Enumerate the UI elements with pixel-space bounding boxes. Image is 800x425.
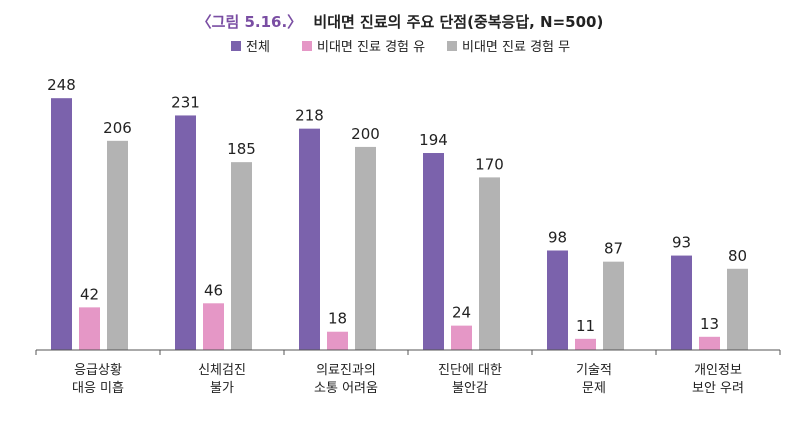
legend-label: 전체 [246, 40, 270, 55]
data-label: 194 [419, 131, 448, 149]
legend-label: 비대면 진료 경험 무 [462, 40, 570, 55]
legend-swatch [302, 41, 312, 51]
value-labels: 248 42 206 231 46 185 218 18 200 194 24 170 98 11 87 93… [47, 76, 747, 335]
category-label: 의료진과의 소통 어려움 [314, 363, 378, 396]
data-label: 42 [80, 285, 99, 303]
data-label: 24 [452, 304, 471, 322]
category-label: 개인정보 보안 우려 [692, 363, 744, 396]
category-label: 진단에 대한 불안감 [438, 363, 502, 396]
data-label: 11 [576, 317, 595, 335]
chart-title-main: 비대면 진료의 주요 단점(중복응답, N=500) [313, 13, 603, 31]
data-label: 218 [295, 107, 324, 125]
data-label: 170 [475, 155, 504, 173]
bar [231, 162, 252, 350]
bar [79, 307, 100, 350]
data-label: 98 [548, 228, 567, 246]
data-label: 87 [604, 240, 623, 258]
data-label: 18 [328, 310, 347, 328]
bar [603, 261, 624, 350]
bar [699, 336, 720, 350]
bar [575, 338, 596, 350]
bar [671, 255, 692, 350]
bar [327, 331, 348, 350]
legend-item: 비대면 진료 경험 무 [447, 40, 570, 55]
bar [423, 153, 444, 350]
bar [727, 268, 748, 350]
bar [451, 325, 472, 350]
data-label: 13 [700, 315, 719, 333]
legend-label: 비대면 진료 경험 유 [317, 40, 425, 55]
bar [203, 303, 224, 350]
chart-title: 〈그림 5.16.〉 비대면 진료의 주요 단점(중복응답, N=500) [197, 13, 604, 31]
bar [479, 177, 500, 350]
category-label: 신체검진 불가 [198, 363, 246, 396]
bar [299, 128, 320, 350]
data-label: 93 [672, 234, 691, 252]
data-label: 200 [351, 125, 380, 143]
category-label: 응급상황 대응 미흡 [72, 363, 124, 396]
legend-item: 전체 [231, 40, 270, 55]
data-label: 46 [204, 281, 223, 299]
category-labels: 응급상황 대응 미흡 신체검진 불가 의료진과의 소통 어려움 진단에 대한 불안감 기술적 문제… [72, 363, 744, 396]
bar [355, 146, 376, 350]
bar [107, 140, 128, 350]
legend-item: 비대면 진료 경험 유 [302, 40, 425, 55]
bar [547, 250, 568, 350]
data-label: 206 [103, 119, 132, 137]
data-label: 80 [728, 247, 747, 265]
chart-title-prefix: 〈그림 5.16.〉 [197, 13, 303, 31]
legend-swatch [447, 41, 457, 51]
legend-swatch [231, 41, 241, 51]
data-label: 248 [47, 76, 76, 94]
x-axis [35, 349, 781, 355]
bars [51, 98, 748, 350]
data-label: 231 [171, 93, 200, 111]
category-label: 기술적 문제 [576, 363, 612, 396]
bar [175, 115, 196, 350]
legend: 전체 비대면 진료 경험 유 비대면 진료 경험 무 [231, 40, 570, 55]
data-label: 185 [227, 140, 256, 158]
bar [51, 98, 72, 350]
